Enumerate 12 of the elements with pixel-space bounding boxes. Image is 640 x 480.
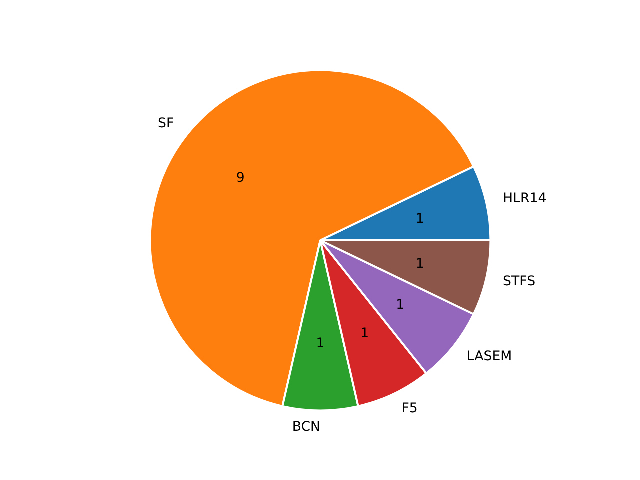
slice-label: LASEM	[466, 350, 512, 365]
data-label: 1	[416, 212, 424, 227]
data-label: 1	[416, 257, 424, 272]
data-label: 1	[316, 336, 325, 352]
data-label: 1	[360, 326, 370, 342]
slice-label: SF	[158, 116, 174, 132]
slice-label: HLR14	[503, 191, 547, 206]
data-label: 1	[396, 298, 405, 314]
slice-label: F5	[402, 402, 418, 417]
slice-label: BCN	[292, 420, 320, 436]
slice-label: STFS	[503, 274, 536, 290]
data-label: 9	[236, 170, 245, 186]
